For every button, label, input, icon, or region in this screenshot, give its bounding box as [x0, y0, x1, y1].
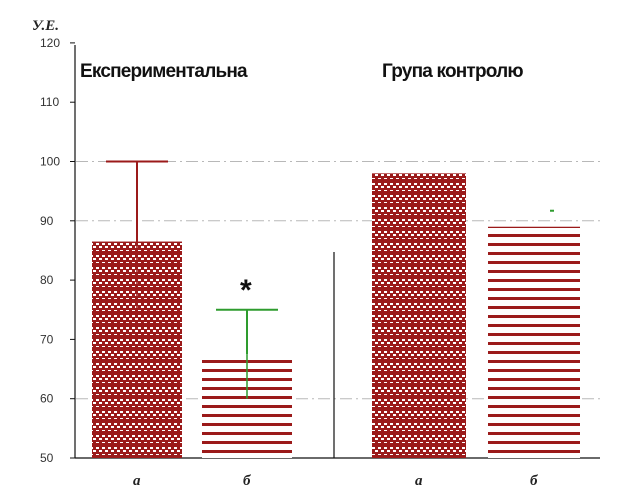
y-tick-label-90: 90 — [40, 214, 54, 228]
group-label-experimental: Експериментальна — [80, 61, 248, 82]
y-tick-label-80: 80 — [40, 273, 54, 287]
x-tick-label-0-0: а — [133, 473, 141, 489]
error-bars — [106, 160, 554, 399]
y-tick-label-120: 120 — [40, 36, 60, 50]
bar-1-1 — [488, 226, 580, 458]
y-tick-label-70: 70 — [40, 332, 54, 346]
y-axis-label: У.Е. — [32, 18, 59, 34]
bar-1-0 — [372, 173, 466, 459]
y-tick-label-110: 110 — [40, 95, 59, 109]
y-tick-label-100: 100 — [40, 155, 60, 169]
y-tick-label-60: 60 — [40, 392, 54, 406]
y-tick-label-50: 50 — [40, 451, 54, 465]
group-label-control: Група контролю — [382, 61, 523, 82]
significance-marker: * — [240, 274, 252, 307]
bars — [92, 173, 580, 459]
y-axis-ticks: 50 60 70 80 90 100 110 120 — [40, 36, 75, 465]
x-tick-label-0-1: б — [243, 473, 251, 489]
x-tick-label-1-0: а — [415, 473, 423, 489]
x-tick-label-1-1: б — [530, 473, 538, 489]
